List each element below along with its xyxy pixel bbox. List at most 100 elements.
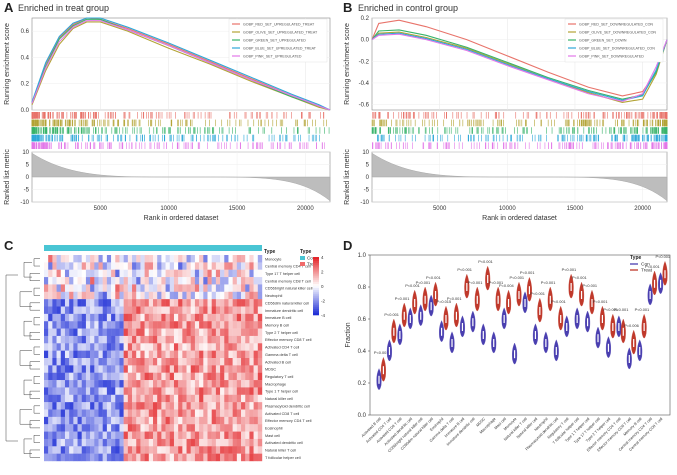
- heatmap-cell: [64, 262, 70, 270]
- heatmap-cell: [157, 409, 162, 418]
- heatmap-cell: [236, 321, 242, 329]
- legend-swatch-con: [300, 256, 305, 260]
- violin-box: [649, 291, 651, 299]
- heatmap-cell: [165, 269, 170, 278]
- heatmap-cell: [119, 394, 124, 403]
- heatmap-cell: [182, 416, 187, 425]
- y-tick-label: 10: [362, 150, 369, 156]
- heatmap-cell: [232, 372, 238, 381]
- heatmap-cell: [44, 313, 49, 322]
- heatmap-cell: [228, 424, 233, 432]
- heatmap-cell: [98, 284, 103, 292]
- heatmap-cell: [203, 394, 208, 403]
- heatmap-cell: [186, 358, 191, 366]
- heatmap-cell: [56, 424, 61, 432]
- heatmap-cell: [123, 321, 129, 329]
- heatmap-cell: [190, 358, 196, 366]
- heatmap-cell: [136, 409, 141, 418]
- heatmap-cell: [48, 446, 53, 454]
- heatmap-cell: [48, 358, 53, 366]
- heatmap-cell: [190, 431, 196, 440]
- legend-label: GOBP_GREEN_SET_DOWN: [579, 39, 627, 43]
- heatmap-cell: [60, 409, 66, 418]
- heatmap-cell: [228, 350, 233, 359]
- heatmap-cell: [236, 262, 242, 270]
- heatmap-cell: [249, 321, 254, 329]
- heatmap-cell: [148, 284, 154, 292]
- heatmap-cell: [228, 291, 233, 300]
- heatmap-cell: [178, 262, 183, 270]
- y-axis-title: Ranked list metric: [344, 149, 351, 205]
- heatmap-cell: [85, 446, 91, 454]
- heatmap-cell: [211, 277, 217, 285]
- legend-label: GOBP_RED_SET_DOWNREGULATED_CON: [579, 23, 653, 27]
- heatmap-cell: [111, 255, 116, 263]
- heatmap-cell: [220, 372, 225, 381]
- heatmap-cell: [140, 402, 145, 410]
- heatmap-cell: [199, 277, 204, 285]
- heatmap-cell: [102, 365, 108, 373]
- heatmap-cell: [220, 313, 225, 322]
- y-axis-title: Fraction: [345, 322, 352, 347]
- heatmap-cell: [173, 343, 179, 351]
- series-line-pink: [31, 20, 331, 111]
- heatmap-cell: [140, 358, 145, 366]
- heatmap-cell: [140, 335, 145, 344]
- heatmap-cell: [48, 387, 53, 395]
- heatmap-cell: [207, 387, 212, 395]
- heatmap-cell: [178, 416, 183, 425]
- heatmap-cell: [119, 380, 124, 388]
- heatmap-cell: [77, 446, 82, 454]
- heatmap-cell: [132, 343, 137, 351]
- y-tick-label: 5: [366, 163, 370, 169]
- heatmap-cell: [169, 343, 175, 351]
- heatmap-cell: [241, 335, 246, 344]
- heatmap-cell: [169, 335, 175, 344]
- heatmap-cell: [144, 446, 150, 454]
- heatmap-cell: [77, 321, 82, 329]
- panel-b-title: Enriched in control group: [358, 3, 459, 13]
- heatmap-cell: [190, 321, 196, 329]
- heatmap-cell: [249, 269, 254, 278]
- violin-box: [555, 347, 557, 355]
- heatmap-cell: [73, 453, 78, 462]
- heatmap-cell: [153, 328, 158, 337]
- heatmap-cell: [132, 321, 137, 329]
- violin-box: [545, 339, 547, 347]
- heatmap-cell: [253, 284, 259, 292]
- heatmap-cell: [257, 424, 263, 432]
- heatmap-cell: [44, 321, 49, 329]
- heatmap-cell: [186, 284, 191, 292]
- heatmap-cell: [253, 438, 259, 447]
- heatmap-cell: [182, 321, 187, 329]
- heatmap-cell: [186, 299, 191, 307]
- heatmap-cell: [253, 365, 259, 373]
- heatmap-cell: [211, 291, 217, 300]
- heatmap-cell: [69, 291, 74, 300]
- heatmap-cell: [127, 350, 133, 359]
- heatmap-cell: [127, 343, 133, 351]
- heatmap-cell: [111, 350, 116, 359]
- heatmap-cell: [199, 313, 204, 322]
- heatmap-cell: [106, 402, 112, 410]
- heatmap-cell: [73, 394, 78, 403]
- heatmap-cell: [194, 438, 200, 447]
- heatmap-cell: [253, 291, 259, 300]
- heatmap-cell: [199, 335, 204, 344]
- heatmap-cell: [94, 284, 99, 292]
- heatmap-cell: [52, 402, 57, 410]
- heatmap-cell: [73, 277, 78, 285]
- colorbar-segment: [313, 309, 319, 312]
- heatmap-cell: [194, 365, 200, 373]
- heatmap-cell: [207, 284, 212, 292]
- heatmap-cell: [241, 262, 246, 270]
- heatmap-cell: [81, 438, 87, 447]
- heatmap-cell: [106, 438, 112, 447]
- heatmap-cell: [77, 424, 82, 432]
- heatmap-cell: [186, 387, 191, 395]
- heatmap-cell: [115, 313, 120, 322]
- p-value-label: P<0.001: [645, 264, 660, 269]
- heatmap-cell: [157, 343, 162, 351]
- heatmap-cell: [173, 446, 179, 454]
- heatmap-cell: [157, 431, 162, 440]
